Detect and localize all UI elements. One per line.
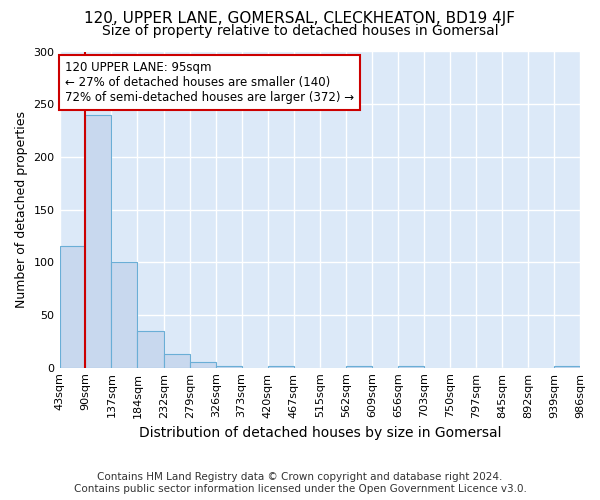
X-axis label: Distribution of detached houses by size in Gomersal: Distribution of detached houses by size … — [139, 426, 501, 440]
Bar — [112, 262, 137, 368]
Text: Size of property relative to detached houses in Gomersal: Size of property relative to detached ho… — [101, 24, 499, 38]
Bar — [268, 366, 293, 368]
Bar — [216, 366, 242, 368]
Bar — [164, 354, 190, 368]
Y-axis label: Number of detached properties: Number of detached properties — [15, 111, 28, 308]
Text: 120, UPPER LANE, GOMERSAL, CLECKHEATON, BD19 4JF: 120, UPPER LANE, GOMERSAL, CLECKHEATON, … — [85, 11, 515, 26]
Text: Contains HM Land Registry data © Crown copyright and database right 2024.
Contai: Contains HM Land Registry data © Crown c… — [74, 472, 526, 494]
Bar — [190, 362, 216, 368]
Text: 120 UPPER LANE: 95sqm
← 27% of detached houses are smaller (140)
72% of semi-det: 120 UPPER LANE: 95sqm ← 27% of detached … — [65, 61, 354, 104]
Bar — [85, 114, 112, 368]
Bar — [59, 246, 85, 368]
Bar — [554, 366, 580, 368]
Bar — [137, 331, 164, 368]
Bar — [346, 366, 372, 368]
Bar — [398, 366, 424, 368]
